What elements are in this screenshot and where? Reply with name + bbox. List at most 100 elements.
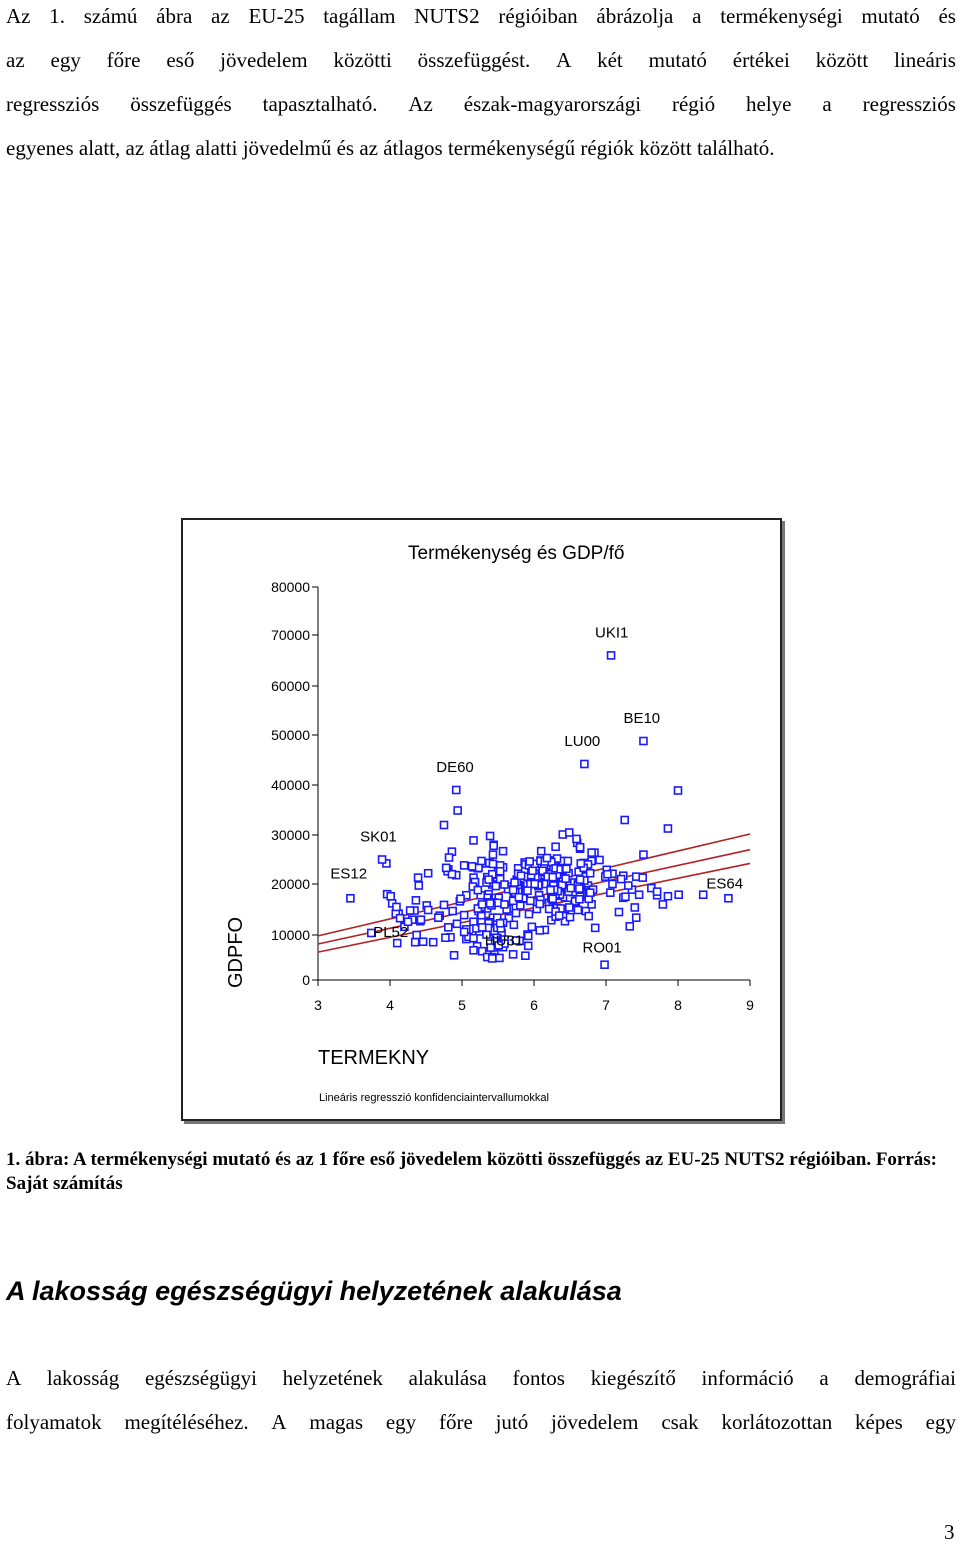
data-point <box>439 820 449 830</box>
data-point <box>538 866 547 876</box>
x-tick-label: 9 <box>746 997 754 1013</box>
data-point <box>441 933 450 943</box>
scatter-chart: 0 10000 20000 30000 40000 50000 60000 70000 8000… <box>225 543 754 1104</box>
data-point <box>498 846 508 856</box>
data-point <box>441 863 451 873</box>
data-point <box>439 900 449 910</box>
intro-line-4: egyenes alatt, az átlag alatti jövedelmű… <box>6 136 775 160</box>
data-point <box>366 928 376 938</box>
chart-title: Termékenység és GDP/fő <box>408 543 624 564</box>
data-point <box>621 892 630 902</box>
y-tick-label: 70000 <box>271 627 310 643</box>
data-point <box>395 913 405 923</box>
data-point <box>386 891 396 901</box>
data-point <box>535 926 545 935</box>
data-point <box>477 900 487 909</box>
data-point <box>469 836 478 845</box>
data-point <box>528 866 537 876</box>
x-tick-label: 7 <box>602 997 610 1013</box>
data-point <box>428 937 438 947</box>
data-point <box>413 873 423 882</box>
labeled-point <box>377 855 387 864</box>
point-label: HU31 <box>485 933 523 950</box>
point-label: ES12 <box>330 865 367 882</box>
data-point <box>521 951 530 961</box>
page-number: 3 <box>944 1520 955 1544</box>
data-point <box>575 884 584 893</box>
point-label: ES64 <box>706 875 743 892</box>
data-point <box>392 902 401 912</box>
data-point <box>423 905 433 915</box>
data-point <box>500 880 509 889</box>
data-point <box>494 941 504 950</box>
data-point <box>575 875 585 884</box>
x-tick-label: 3 <box>314 997 322 1013</box>
data-point <box>488 850 498 859</box>
y-tick-label: 80000 <box>271 579 310 595</box>
point-label: UKI1 <box>595 624 628 641</box>
data-point <box>585 888 595 897</box>
data-point <box>535 899 545 909</box>
point-label: SK01 <box>360 829 397 846</box>
data-point <box>572 834 581 844</box>
data-point <box>625 922 635 931</box>
labeled-point <box>639 736 648 746</box>
data-point <box>575 842 585 852</box>
labeled-point <box>606 651 616 660</box>
y-tick-label: 40000 <box>271 777 310 793</box>
y-tick-label: 30000 <box>271 827 310 843</box>
x-tick-label: 5 <box>458 997 466 1013</box>
labeled-point <box>580 759 589 769</box>
data-point <box>447 869 457 879</box>
x-axis-label: TERMEKNY <box>318 1047 429 1069</box>
data-point <box>630 903 640 912</box>
data-point <box>403 917 413 927</box>
data-point <box>433 913 443 922</box>
data-point <box>573 905 583 915</box>
y-axis-label: GDPFO <box>225 917 247 988</box>
y-tick-label: 60000 <box>271 678 310 694</box>
data-point <box>590 923 600 933</box>
y-tick-label: 10000 <box>271 927 310 943</box>
data-point <box>634 890 644 900</box>
data-point <box>416 915 426 925</box>
data-point <box>459 861 469 870</box>
data-point <box>414 881 424 890</box>
data-point <box>469 945 478 955</box>
data-point <box>663 891 673 901</box>
data-point <box>562 864 571 874</box>
data-point <box>663 824 673 833</box>
intro-line-1: Az 1. számú ábra az EU-25 tagállam NUTS2 régióib… <box>6 4 956 28</box>
data-point <box>511 936 521 945</box>
chart-frame: 0 10000 20000 30000 40000 50000 60000 70000 8000… <box>181 518 782 1121</box>
data-point <box>564 903 574 912</box>
data-point <box>698 890 708 900</box>
x-tick-label: 8 <box>674 997 682 1013</box>
data-point <box>487 954 497 963</box>
data-point <box>456 894 465 904</box>
data-point <box>508 950 518 959</box>
data-point <box>459 927 469 937</box>
labeled-point <box>392 938 402 948</box>
data-point <box>418 937 428 947</box>
labeled-point <box>600 960 609 970</box>
data-point <box>523 886 532 895</box>
data-point <box>554 911 564 920</box>
data-point <box>511 908 521 918</box>
data-point <box>524 909 534 919</box>
data-point <box>620 815 630 825</box>
intro-line-2: az egy főre eső jövedelem közötti összefüggést… <box>6 48 956 72</box>
data-point <box>652 887 662 896</box>
data-point <box>576 859 586 868</box>
data-point <box>489 841 498 851</box>
data-point <box>551 842 560 852</box>
data-point <box>608 879 617 889</box>
data-point <box>444 923 453 932</box>
data-point <box>495 874 505 884</box>
data-point <box>444 853 454 862</box>
data-point <box>526 896 535 906</box>
data-point <box>405 906 415 915</box>
